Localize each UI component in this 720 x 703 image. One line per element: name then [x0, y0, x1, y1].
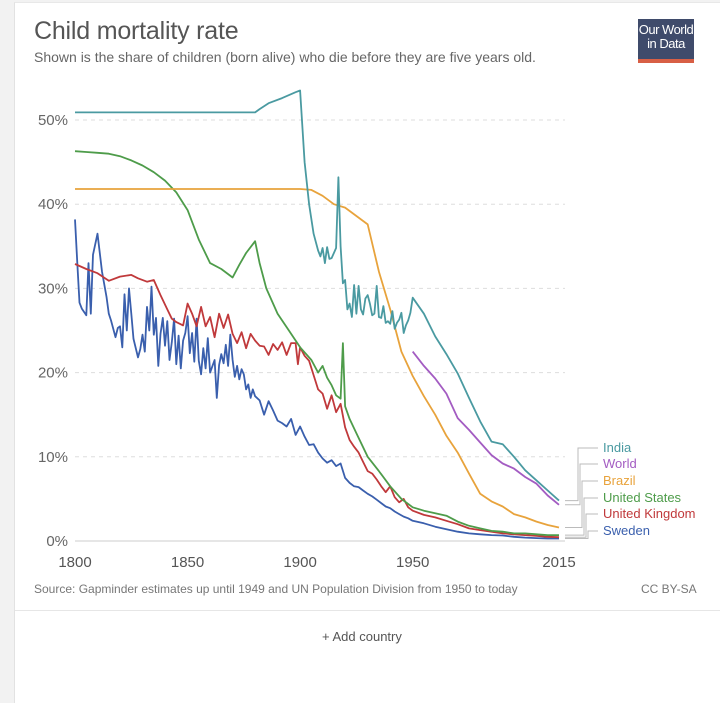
legend-connector	[565, 530, 598, 539]
x-tick-label: 1850	[171, 554, 204, 571]
y-tick-label: 50%	[38, 112, 68, 129]
chart-card	[14, 2, 720, 703]
chart-subtitle: Shown is the share of children (born ali…	[34, 49, 536, 65]
x-tick-label: 2015	[542, 554, 575, 571]
legend-label-united-kingdom[interactable]: United Kingdom	[603, 506, 696, 521]
legend-connector	[565, 497, 598, 536]
legend-label-india[interactable]: India	[603, 440, 632, 455]
source-note[interactable]: Source: Gapminder estimates up until 194…	[34, 582, 518, 596]
license-link[interactable]: CC BY-SA	[641, 582, 697, 596]
series-line-world[interactable]	[411, 351, 560, 506]
y-tick-label: 0%	[46, 533, 68, 550]
x-tick-label: 1950	[396, 554, 429, 571]
series-line-india[interactable]	[75, 89, 560, 502]
logo-accent-bar	[638, 59, 694, 63]
y-tick-label: 40%	[38, 196, 68, 213]
legend-label-united-states[interactable]: United States	[603, 490, 682, 505]
logo-line-1: Our World	[638, 22, 694, 37]
legend-label-brazil[interactable]: Brazil	[603, 473, 636, 488]
footer-divider	[15, 610, 720, 611]
legend-label-world[interactable]: World	[603, 456, 637, 471]
legend-connector	[565, 513, 598, 538]
legend-connector	[565, 480, 598, 529]
series-line-united-states[interactable]	[74, 150, 559, 536]
series-line-united-kingdom[interactable]	[74, 263, 560, 539]
y-tick-label: 10%	[38, 449, 68, 466]
chart-title: Child mortality rate	[34, 17, 239, 45]
series-lines	[74, 89, 560, 540]
x-tick-label: 1800	[58, 554, 91, 571]
legend-connector	[565, 447, 598, 502]
y-tick-label: 30%	[38, 280, 68, 297]
owid-logo[interactable]: Our World in Data	[638, 19, 694, 63]
series-line-brazil[interactable]	[75, 188, 560, 529]
legend-label-sweden[interactable]: Sweden	[603, 523, 650, 538]
y-tick-label: 20%	[38, 365, 68, 382]
line-chart: 0% 10% 20% 30% 40% 50% 1800 1850 1900 1950 2015 I…	[38, 89, 696, 571]
legend-connectors	[565, 447, 598, 539]
y-axis-ticks: 0% 10% 20% 30% 40% 50%	[38, 112, 68, 550]
x-axis-ticks: 1800 1850 1900 1950 2015	[58, 554, 575, 571]
x-tick-label: 1900	[283, 554, 316, 571]
logo-line-2: in Data	[647, 36, 685, 51]
legend-connector	[565, 463, 598, 506]
series-line-sweden[interactable]	[74, 219, 559, 540]
